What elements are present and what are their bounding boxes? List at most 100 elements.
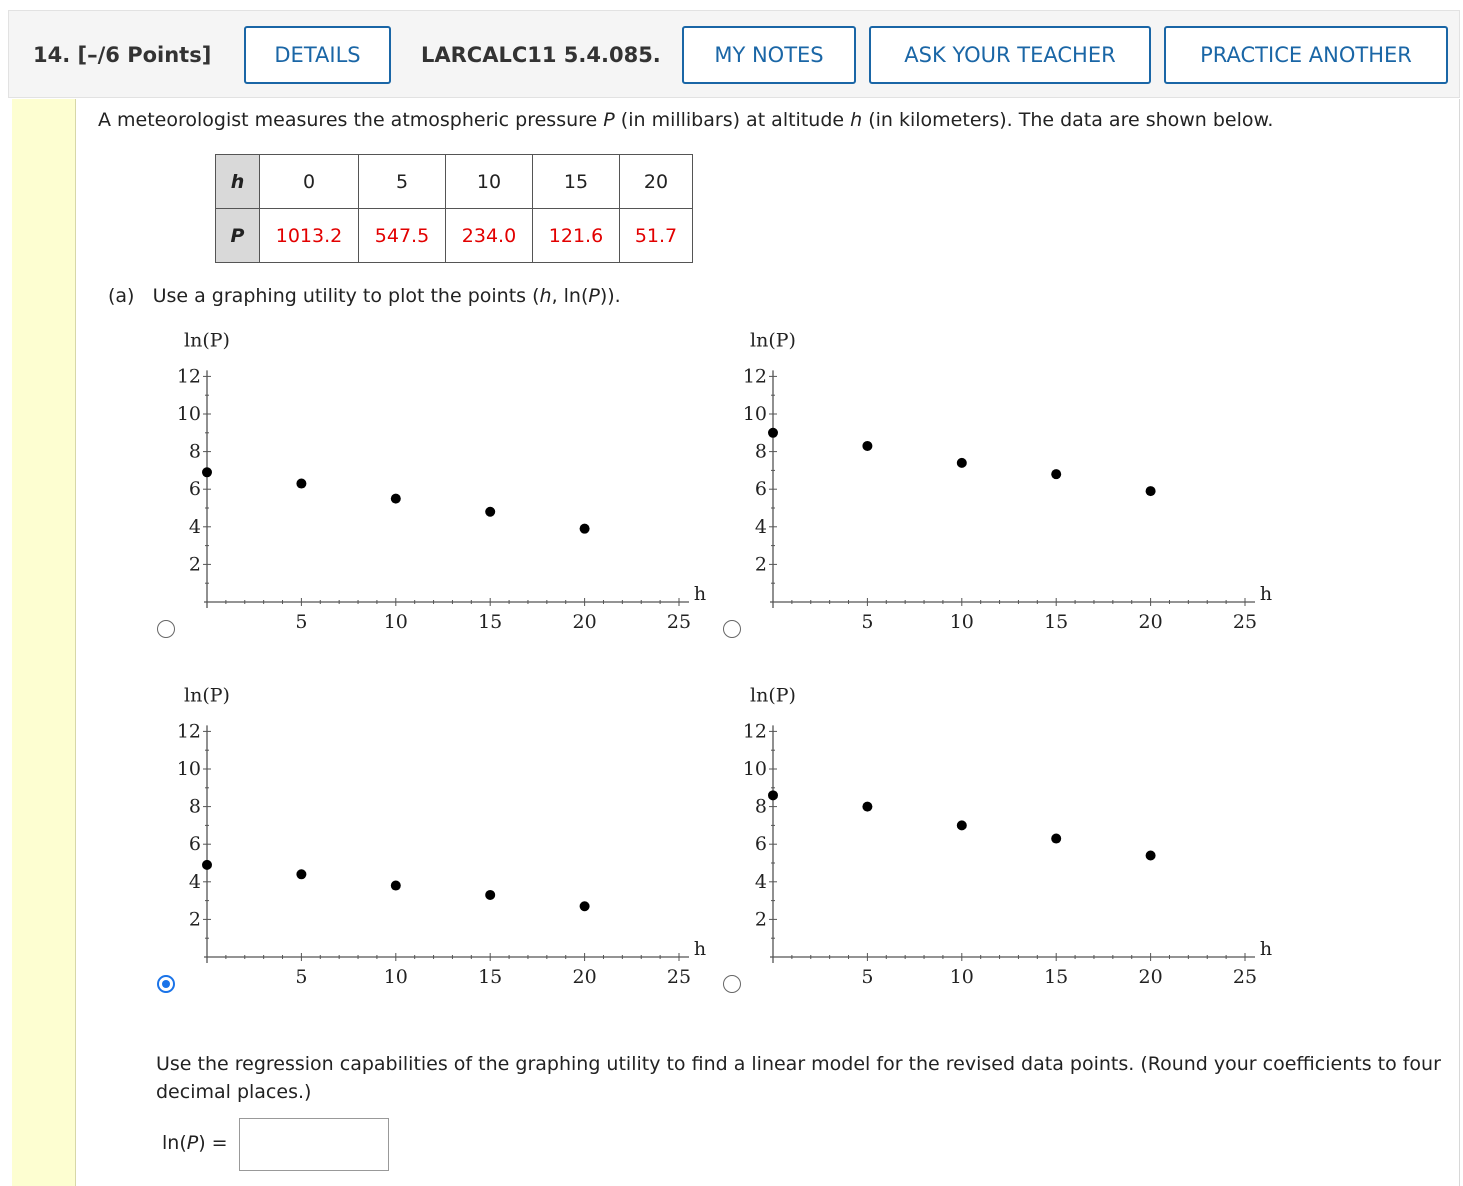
- graph-option-4: 5 10 15 20 25 2 4 6 8 10 12 h ln(P): [743, 684, 1272, 988]
- y-tick-label: 2: [755, 908, 767, 930]
- table-cell: 1013.2: [259, 208, 359, 263]
- y-tick-label: 2: [189, 553, 201, 575]
- x-tick-label: 25: [667, 611, 691, 633]
- table-cell: 5: [358, 154, 446, 209]
- table-cell: 234.0: [445, 208, 533, 263]
- data-point: [1145, 486, 1156, 497]
- data-point: [1145, 850, 1156, 861]
- x-axis-label: h: [694, 938, 706, 960]
- x-tick-label: 20: [1139, 966, 1163, 988]
- y-tick-label: 4: [189, 871, 201, 893]
- x-tick-label: 15: [478, 966, 502, 988]
- answer-label-var-p: P: [186, 1132, 199, 1154]
- data-point: [390, 493, 401, 504]
- question-id: LARCALC11 5.4.085.: [421, 43, 661, 67]
- y-tick-label: 4: [189, 516, 201, 538]
- x-tick-label: 5: [295, 966, 307, 988]
- problem-statement: A meteorologist measures the atmospheric…: [98, 109, 1273, 131]
- part-a-var-h: h: [539, 285, 552, 307]
- content-border: [1459, 99, 1460, 1186]
- part-a-prompt: (a) Use a graphing utility to plot the p…: [108, 285, 621, 307]
- graph-option-2: 5 10 15 20 25 2 4 6 8 10 12 h ln(P): [743, 329, 1272, 633]
- table-cell: 0: [259, 154, 359, 209]
- my-notes-button[interactable]: MY NOTES: [682, 26, 856, 84]
- graph-option-1-radio[interactable]: [157, 620, 175, 638]
- y-tick-label: 8: [189, 441, 201, 463]
- ask-teacher-button[interactable]: ASK YOUR TEACHER: [869, 26, 1151, 84]
- y-tick-label: 10: [177, 403, 201, 425]
- data-point: [956, 457, 967, 468]
- data-point: [390, 880, 401, 891]
- y-tick-label: 12: [177, 365, 201, 387]
- y-tick-label: 10: [743, 403, 767, 425]
- x-tick-label: 15: [1044, 611, 1068, 633]
- data-point: [579, 523, 590, 534]
- answer-label-text: ) =: [198, 1132, 228, 1154]
- x-tick-label: 10: [384, 966, 408, 988]
- x-tick-label: 25: [1233, 611, 1257, 633]
- x-tick-label: 5: [861, 966, 873, 988]
- x-tick-label: 15: [478, 611, 502, 633]
- y-tick-label: 8: [189, 796, 201, 818]
- table-cell: 121.6: [532, 208, 620, 263]
- y-tick-label: 10: [177, 758, 201, 780]
- linear-model-input[interactable]: [239, 1118, 389, 1171]
- graph-option-3: 5 10 15 20 25 2 4 6 8 10 12 h ln(P): [177, 684, 706, 988]
- x-tick-label: 20: [1139, 611, 1163, 633]
- graph-option-2-radio[interactable]: [723, 620, 741, 638]
- x-axis-label: h: [1260, 938, 1272, 960]
- data-point: [862, 440, 873, 451]
- practice-another-button[interactable]: PRACTICE ANOTHER: [1164, 26, 1448, 84]
- y-axis-label: ln(P): [750, 329, 796, 351]
- intro-var-p: P: [603, 109, 615, 131]
- data-point: [768, 790, 778, 801]
- y-tick-label: 8: [755, 441, 767, 463]
- part-a-label: (a): [108, 285, 135, 307]
- y-tick-label: 6: [189, 478, 201, 500]
- regression-instructions: Use the regression capabilities of the g…: [156, 1053, 1441, 1103]
- y-axis-label: ln(P): [750, 684, 796, 706]
- x-axis-label: h: [694, 583, 706, 605]
- y-tick-label: 4: [755, 871, 767, 893]
- x-tick-label: 15: [1044, 966, 1068, 988]
- graph-option-4-radio[interactable]: [723, 975, 741, 993]
- y-tick-label: 2: [189, 908, 201, 930]
- y-tick-label: 12: [177, 720, 201, 742]
- table-cell: 20: [619, 154, 693, 209]
- table-cell: 15: [532, 154, 620, 209]
- x-tick-label: 20: [573, 966, 597, 988]
- x-tick-label: 20: [573, 611, 597, 633]
- y-tick-label: 8: [755, 796, 767, 818]
- x-tick-label: 5: [861, 611, 873, 633]
- x-tick-label: 25: [667, 966, 691, 988]
- data-point: [296, 478, 307, 489]
- x-tick-label: 10: [384, 611, 408, 633]
- x-tick-label: 10: [950, 611, 974, 633]
- part-a-text: Use a graphing utility to plot the point…: [152, 285, 540, 307]
- y-tick-label: 6: [755, 833, 767, 855]
- data-point: [1051, 833, 1062, 844]
- graph-option-1: 5 10 15 20 25 2 4 6 8 10 12 h ln(P): [177, 329, 706, 633]
- question-number: 14.: [33, 43, 71, 67]
- y-tick-label: 12: [743, 365, 767, 387]
- table-cell: 547.5: [358, 208, 446, 263]
- intro-text: (in millibars) at altitude: [614, 109, 851, 131]
- intro-text: (in kilometers). The data are shown belo…: [862, 109, 1274, 131]
- table-header-p: P: [215, 208, 260, 263]
- part-a-var-p: P: [588, 285, 600, 307]
- question-side-bar: [12, 99, 76, 1186]
- details-button[interactable]: DETAILS: [244, 26, 391, 84]
- y-tick-label: 6: [755, 478, 767, 500]
- data-point: [768, 427, 778, 438]
- table-header-h: h: [215, 154, 260, 209]
- y-axis-label: ln(P): [184, 684, 230, 706]
- y-tick-label: 6: [189, 833, 201, 855]
- y-tick-label: 10: [743, 758, 767, 780]
- data-point: [202, 467, 212, 478]
- graph-option-3-radio[interactable]: [157, 975, 175, 993]
- intro-var-h: h: [850, 109, 863, 131]
- data-point: [202, 859, 212, 870]
- y-tick-label: 12: [743, 720, 767, 742]
- data-table: h 0 5 10 15 20 P 1013.2 547.5 234.0 121.…: [215, 154, 693, 263]
- part-a-text: )).: [599, 285, 621, 307]
